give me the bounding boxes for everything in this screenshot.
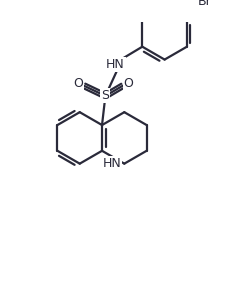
- Text: S: S: [101, 90, 109, 102]
- Text: HN: HN: [106, 58, 125, 71]
- Text: O: O: [124, 77, 133, 90]
- Text: O: O: [73, 77, 83, 90]
- Text: HN: HN: [103, 157, 121, 170]
- Text: Br: Br: [197, 0, 211, 8]
